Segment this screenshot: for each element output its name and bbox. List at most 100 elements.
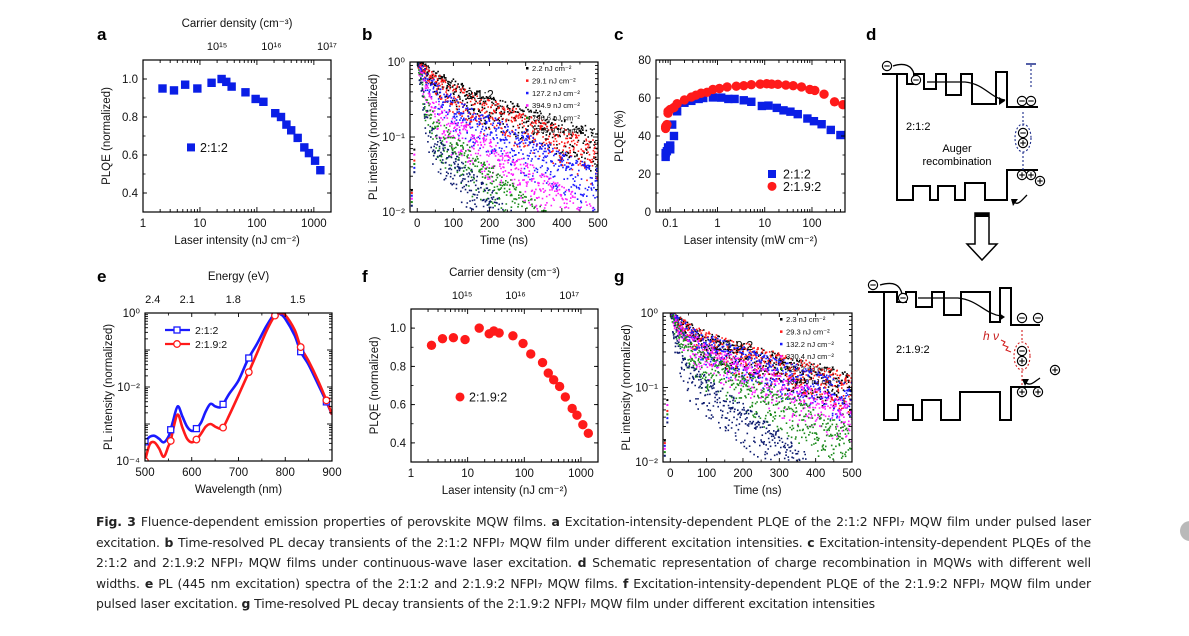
x-tick-label: 900 bbox=[322, 467, 341, 479]
chart-panel-a: 2:1:2 1 10 100 1000 0.4 0.6 0.8 1.0 Laser intensi… bbox=[101, 18, 337, 247]
data-point bbox=[583, 428, 594, 439]
pre-pulse-point bbox=[666, 404, 669, 407]
x-tick-label: 300 bbox=[516, 218, 535, 230]
data-point bbox=[166, 436, 175, 445]
diagram-bottom-label: 2:1.9:2 bbox=[896, 344, 930, 356]
pre-pulse-point bbox=[666, 417, 669, 420]
legend-marker bbox=[780, 330, 783, 333]
caption-text: Time-resolved PL decay transients of the… bbox=[250, 596, 875, 611]
top-tick-label: 2.1 bbox=[180, 294, 195, 306]
radiative-arrows bbox=[1000, 330, 1031, 385]
data-point bbox=[219, 400, 227, 408]
data-point bbox=[245, 354, 253, 362]
data-point bbox=[158, 84, 167, 93]
data-point bbox=[578, 420, 588, 430]
y-tick-label: 80 bbox=[638, 55, 651, 67]
y-tick-label: 0.8 bbox=[122, 112, 138, 124]
data-point bbox=[772, 103, 781, 113]
data-point bbox=[739, 96, 748, 105]
series-2:1.9:2 bbox=[426, 323, 594, 439]
data-point bbox=[494, 328, 504, 338]
x-tick-label: 1000 bbox=[568, 468, 594, 480]
hole-icon bbox=[1025, 169, 1037, 181]
data-point bbox=[768, 170, 776, 178]
data-point bbox=[222, 77, 231, 87]
y-tick-label: 1.0 bbox=[122, 74, 138, 86]
data-point bbox=[838, 99, 845, 110]
pre-pulse-point bbox=[413, 159, 416, 162]
y-tick-label: 0 bbox=[645, 207, 651, 219]
data-point bbox=[167, 426, 175, 434]
caption-panel-ref: f bbox=[622, 575, 629, 591]
y-tick-label: 10⁰ bbox=[123, 308, 141, 320]
data-point bbox=[714, 83, 725, 94]
hole-icon bbox=[1016, 355, 1028, 367]
data-point bbox=[526, 349, 536, 359]
x-axis-label: Wavelength (nm) bbox=[195, 484, 282, 496]
x-tick-label: 1 bbox=[140, 218, 146, 230]
data-point bbox=[426, 340, 437, 351]
data-point bbox=[474, 323, 484, 333]
electron-icon bbox=[1025, 95, 1037, 107]
data-point bbox=[817, 120, 826, 129]
arrowhead bbox=[999, 313, 1005, 321]
legend-label: 723.2 nJ cm⁻² bbox=[786, 365, 834, 374]
x-axis-label: Time (ns) bbox=[480, 235, 528, 247]
data-point bbox=[508, 331, 518, 341]
data-point bbox=[543, 368, 553, 378]
data-point bbox=[259, 97, 268, 106]
exciton-ellipse-top bbox=[1014, 123, 1032, 153]
chart-panel-e: 2:1:2 2:1.9:2 500 600 700 800 900 10⁻⁴ 10⁻² 10⁰ Wa… bbox=[103, 271, 342, 496]
legend-label: 394.9 nJ cm⁻² bbox=[532, 101, 580, 110]
data-point bbox=[722, 82, 732, 92]
pre-pulse-point bbox=[413, 153, 416, 156]
legend-label: 2:1:2 bbox=[195, 325, 219, 337]
legend-marker bbox=[526, 129, 529, 132]
valence-band-bottom bbox=[883, 386, 1040, 421]
pre-pulse-point bbox=[410, 191, 413, 194]
data-point bbox=[173, 340, 181, 348]
pre-pulse-point bbox=[666, 399, 669, 402]
scroll-handle[interactable] bbox=[1180, 521, 1189, 541]
top-tick-label: 1.8 bbox=[226, 294, 241, 306]
caption-text: Excitation-intensity-dependent PLQEs of … bbox=[96, 534, 1091, 571]
y-tick-label: 0.4 bbox=[122, 188, 139, 200]
x-tick-label: 800 bbox=[276, 467, 295, 479]
pre-pulse-point bbox=[663, 447, 666, 450]
x-tick-label: 10 bbox=[194, 218, 207, 230]
data-point bbox=[145, 457, 149, 461]
sample-annotation: 2:1:2 bbox=[466, 88, 494, 102]
legend-marker bbox=[780, 380, 783, 383]
arrowhead bbox=[999, 97, 1005, 105]
y-tick-label: 40 bbox=[638, 131, 651, 143]
data-point bbox=[781, 80, 791, 90]
x-tick-label: 10 bbox=[758, 218, 771, 230]
x-tick-label: 100 bbox=[802, 218, 821, 230]
pre-pulse-point bbox=[666, 421, 669, 424]
chart-panel-c: 2:1:22:1.9:2 0.1 1 10 100 0 20 40 60 80 Laser inte… bbox=[614, 55, 846, 247]
series-line-2:1:2 bbox=[145, 313, 332, 444]
data-point bbox=[667, 120, 677, 129]
x-tick-label: 0.1 bbox=[662, 218, 678, 230]
legend-label: 127.2 nJ cm⁻² bbox=[532, 89, 580, 98]
data-point bbox=[271, 109, 280, 118]
caption-panel-ref: e bbox=[144, 575, 154, 591]
decay-points bbox=[417, 62, 598, 185]
y-tick-label: 10⁻¹ bbox=[635, 383, 658, 395]
y-axis-label: PLQE (normalized) bbox=[101, 87, 113, 185]
data-point bbox=[662, 119, 672, 130]
x-tick-label: 200 bbox=[733, 468, 752, 480]
caption-text: Time-resolved PL decay transients of the… bbox=[173, 534, 808, 550]
caption-panel-ref: a bbox=[551, 514, 560, 529]
caption-panel-ref: g bbox=[241, 596, 251, 611]
caption-text: PL (445 nm excitation) spectra of the 2:… bbox=[153, 575, 623, 591]
data-point bbox=[731, 81, 741, 91]
data-point bbox=[779, 106, 788, 115]
chart-panel-f: 2:1.9:2 1 10 100 1000 0.4 0.6 0.8 1.0 Laser inten… bbox=[369, 267, 599, 497]
data-point bbox=[739, 80, 749, 91]
figure-caption: Fig. 3 Fluence-dependent emission proper… bbox=[96, 512, 1091, 615]
pre-pulse-point bbox=[413, 148, 416, 151]
data-point bbox=[304, 148, 314, 158]
y-axis-label: PL intensity (normalized) bbox=[368, 74, 380, 200]
x-tick-label: 1 bbox=[714, 218, 720, 230]
